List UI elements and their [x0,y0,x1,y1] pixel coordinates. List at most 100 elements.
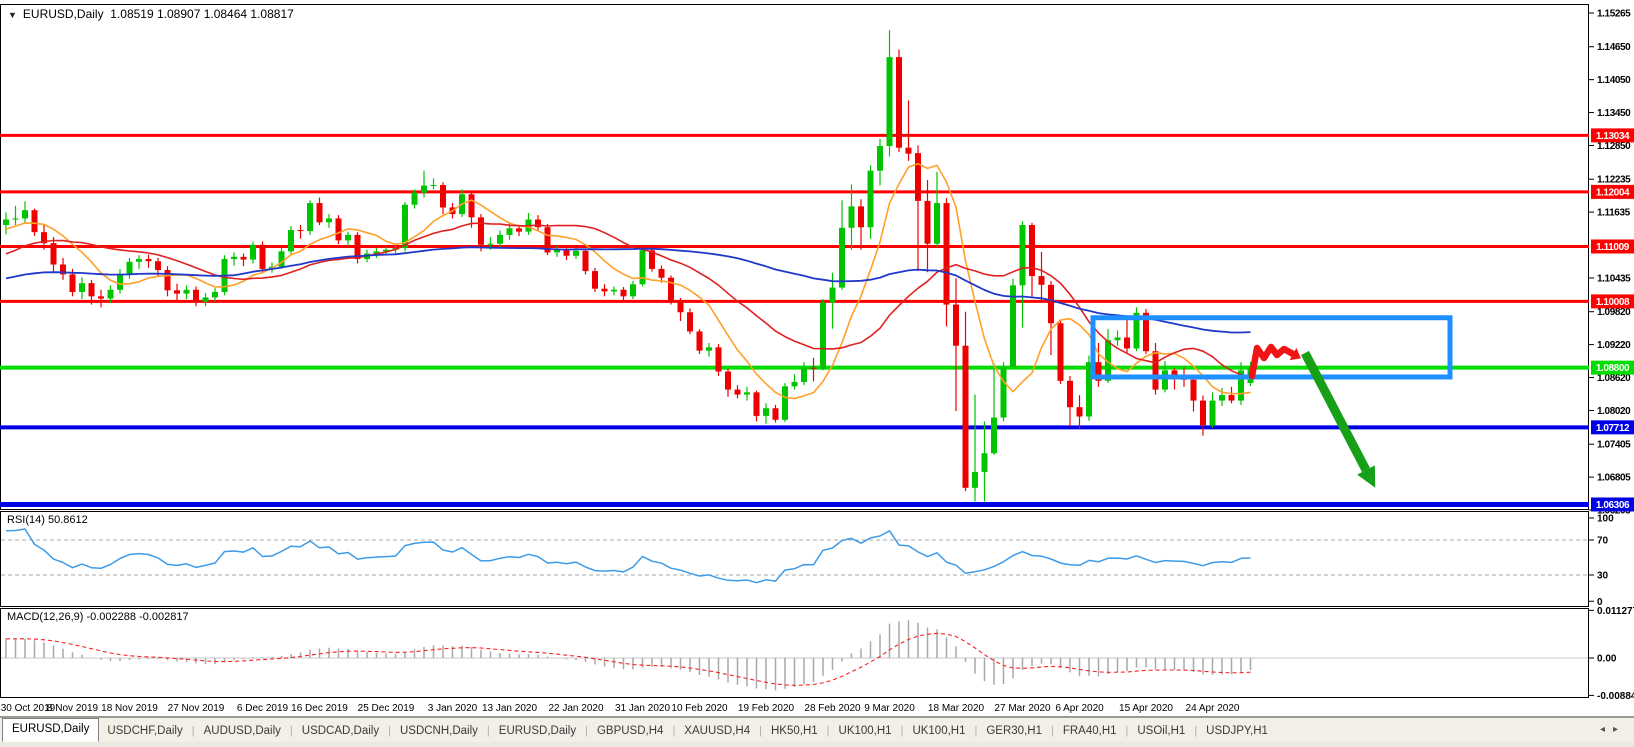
candle-body [905,147,912,154]
candle-body [326,218,332,223]
candle-body [487,243,494,245]
candle-body [183,289,190,294]
date-tick-label: 19 Feb 2020 [738,703,795,714]
candle-body [972,471,978,488]
price-badge-1.11009: 1.11009 [1591,239,1634,254]
chart-tab-hk50-h1[interactable]: HK50,H1 [770,725,818,737]
candle-body [1228,395,1235,401]
chart-tab-ger30-h1[interactable]: GER30,H1 [986,725,1042,737]
consolidation-box[interactable] [1090,315,1453,380]
candle-body [991,417,997,454]
candle-body [1219,395,1225,401]
chart-tab-bar: EURUSD,Daily USDCHF,Daily | AUDUSD,Daily | US… [0,718,1634,742]
tab-separator: | [759,725,762,737]
candle-body [1238,370,1244,401]
price-badge-text: 1.08800 [1596,363,1630,374]
candle-body [31,210,38,233]
price-badge-bg [1591,239,1634,254]
tab-separator: | [900,725,904,737]
price-tick-label: 1.15265 [1597,8,1631,19]
chart-tab-gbpusd-h4[interactable]: GBPUSD,H4 [596,725,664,737]
chart-tab-usdcnh-daily[interactable]: USDCNH,Daily [399,725,478,737]
candle-body [79,283,85,292]
candle-body [934,203,940,244]
chart-canvas[interactable]: 1.15265 1.14650 1.14050 1.13450 1.12850 1.122… [0,0,1634,717]
price-badge-1.08800: 1.08800 [1591,360,1634,375]
candle-body [535,219,541,228]
price-tick-label: 1.09220 [1597,340,1631,351]
zigzag-arrowhead[interactable] [1289,347,1301,361]
candle-body [658,268,665,278]
price-tick-label: 1.07405 [1597,440,1631,451]
candle-body [1086,362,1092,417]
price-badge-text: 1.06306 [1596,500,1630,511]
symbol-dropdown-icon[interactable]: ▼ [8,10,17,20]
candle-body [772,408,779,420]
candle-body [212,291,218,298]
date-tick-label: 27 Mar 2020 [994,703,1051,714]
candle-body [240,256,247,260]
chart-tab-uk100-h1[interactable]: UK100,H1 [912,725,966,737]
candle-body [354,234,361,260]
candle-body [1171,370,1178,377]
candle-body [810,367,817,369]
chart-tab-eurusd-daily[interactable]: EURUSD,Daily [498,725,577,737]
date-tick-label: 31 Jan 2020 [615,703,670,714]
date-tick-label: 10 Feb 2020 [671,703,728,714]
rsi-indicator-label: RSI(14) 50.8612 [7,514,88,526]
candle-body [630,284,636,297]
date-tick-label: 16 Dec 2019 [291,703,348,714]
candle-body [677,301,684,313]
level-lines[interactable] [0,133,1589,507]
macd-signal-line [6,632,1251,686]
candle-body [1029,225,1035,277]
candle-body [886,57,893,147]
price-badge-bg [1591,184,1634,199]
moving-average-55 [5,246,1251,334]
candle-body [297,229,304,232]
rsi-tick-label: 100 [1597,514,1614,525]
candle-body [50,243,57,265]
candle-body [763,408,769,416]
candle-body [345,234,351,241]
zigzag-projection-arrow[interactable] [1248,343,1297,380]
date-tick-label: 30 Oct 2019 [1,703,56,714]
price-badge-text: 1.12004 [1596,187,1630,198]
quote-ohlc: 1.08519 1.08907 1.08464 1.08817 [110,7,294,21]
price-tick-label: 1.13450 [1597,108,1631,119]
price-badge-1.13034: 1.13034 [1591,128,1634,143]
candle-body [611,289,617,292]
tab-scroll-right-icon[interactable]: ▸ [1612,724,1626,735]
bearish-arrowhead[interactable] [1357,465,1376,488]
candle-body [1114,337,1121,341]
chart-tab-fra40-h1[interactable]: FRA40,H1 [1062,725,1117,737]
date-tick-label: 15 Apr 2020 [1119,703,1173,714]
candle-body [164,270,171,291]
candle-body [981,453,988,472]
chart-tab-usdjpy-h1[interactable]: USDJPY,H1 [1206,725,1268,737]
candle-body [924,200,931,244]
price-tick-label: 1.11635 [1597,208,1631,219]
tab-scroll-left-icon[interactable]: ◂ [1599,724,1613,735]
chart-tab-usdcad-daily[interactable]: USDCAD,Daily [301,725,380,737]
chart-tab-usdchf-daily[interactable]: USDCHF,Daily [107,725,183,737]
candle-body [829,287,836,303]
price-tick-label: 1.12235 [1597,175,1631,186]
chart-tab-uk100-h1[interactable]: UK100,H1 [838,725,892,737]
candle-body [107,289,114,299]
chart-tab-audusd-daily[interactable]: AUDUSD,Daily [203,725,281,737]
tab-separator: | [826,725,830,737]
chart-tab-xauusd-h4[interactable]: XAUUSD,H4 [684,725,751,737]
candle-body [858,206,864,228]
bearish-arrow-shaft[interactable] [1301,350,1370,473]
chart-tab-eurusd-daily[interactable]: EURUSD,Daily [2,718,100,742]
candle-body [1200,400,1206,426]
candle-body [383,249,389,252]
chart-tab-usoil-h1[interactable]: USOil,H1 [1137,725,1186,737]
date-tick-label: 22 Jan 2020 [548,703,603,714]
candle-body [41,232,47,244]
rsi-panel[interactable] [0,511,1589,607]
candle-body [250,244,256,260]
